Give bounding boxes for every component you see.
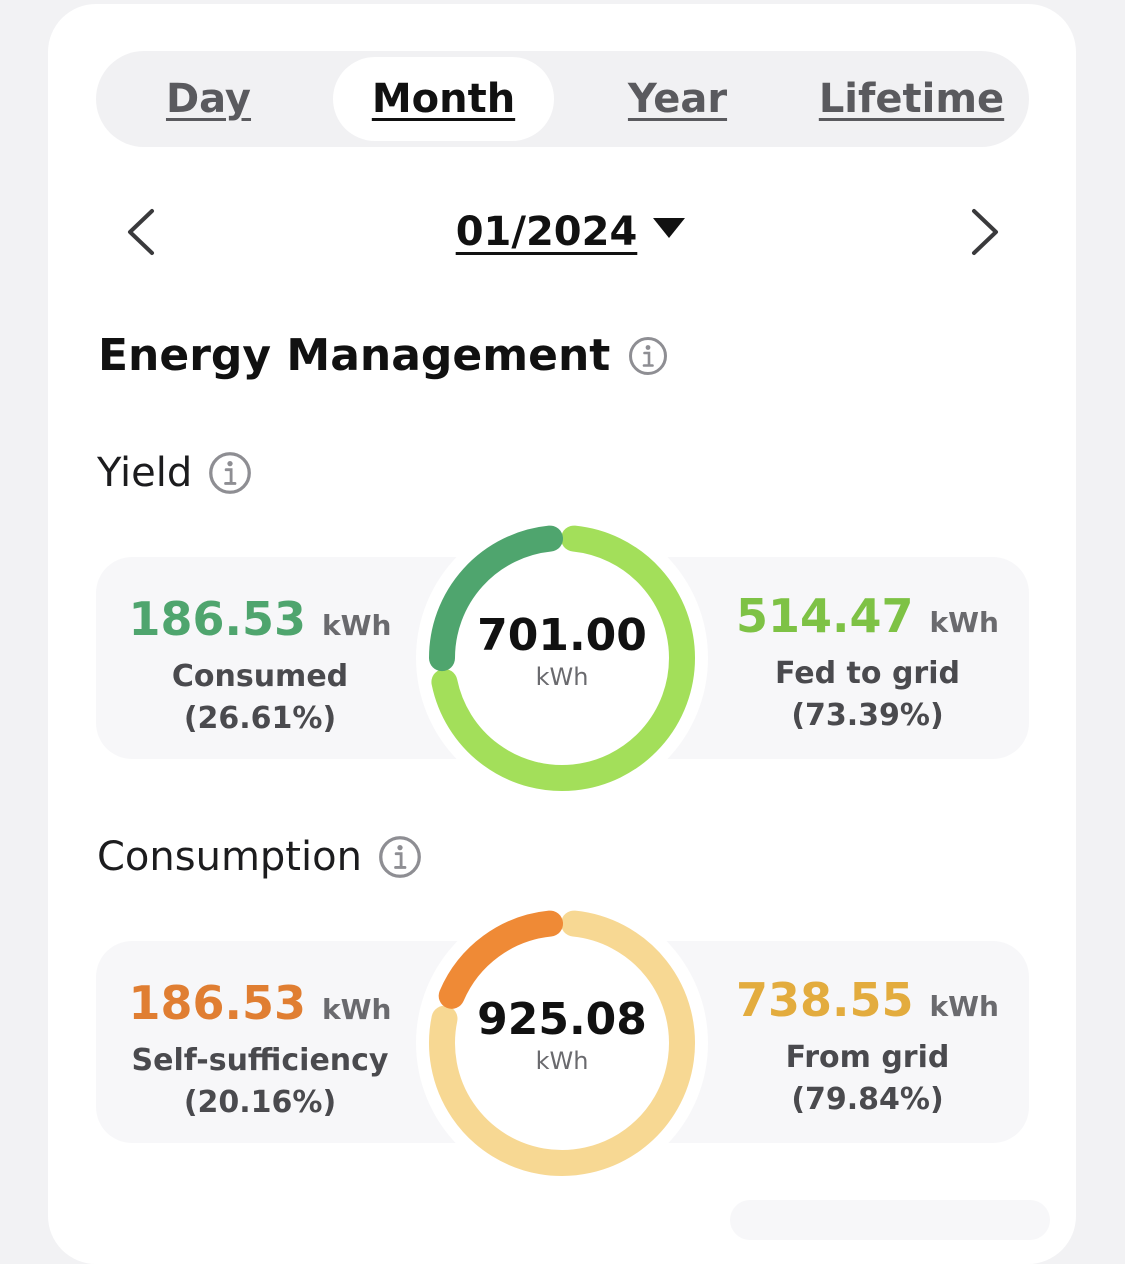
consumption-total-unit: kWh: [535, 1047, 589, 1075]
yield-fed-label: Fed to grid: [775, 656, 960, 691]
yield-fed-percent: (73.39%): [791, 698, 944, 733]
from-grid-value: 738.55: [736, 973, 914, 1027]
date-selector[interactable]: 01/2024: [456, 209, 686, 255]
caret-down-icon: [653, 218, 686, 238]
from-grid-label: From grid: [785, 1040, 950, 1075]
yield-total-unit: kWh: [535, 663, 589, 691]
yield-donut-chart: [428, 525, 695, 791]
info-icon[interactable]: [628, 336, 668, 376]
from-grid-percent: (79.84%): [791, 1082, 944, 1117]
self-sufficiency-label: Self-sufficiency: [131, 1043, 389, 1078]
self-sufficiency-unit: kWh: [322, 993, 392, 1026]
yield-consumed-percent: (26.61%): [183, 701, 337, 736]
consumption-total: 925.08 kWh: [432, 994, 692, 1075]
from-grid-stat: 738.55 kWh From grid (79.84%): [720, 973, 1015, 1121]
energy-management-heading: Energy Management: [98, 330, 668, 381]
consumption-donut-left-segment: [438, 910, 564, 1009]
chevron-right-icon[interactable]: [960, 205, 1010, 259]
yield-total: 701.00 kWh: [432, 610, 692, 691]
yield-fed-stat: 514.47 kWh Fed to grid (73.39%): [720, 589, 1015, 737]
yield-fed-unit: kWh: [929, 606, 999, 639]
yield-donut-left-segment: [428, 525, 564, 672]
consumption-donut-background: [416, 897, 708, 1189]
chevron-left-icon[interactable]: [118, 205, 168, 259]
tab-day[interactable]: Day: [165, 76, 252, 122]
yield-heading: Yield: [97, 450, 252, 496]
energy-management-title: Energy Management: [98, 330, 611, 381]
info-icon[interactable]: [378, 835, 422, 879]
info-icon[interactable]: [208, 451, 252, 495]
period-tabs: Day Month Year Lifetime: [96, 51, 1029, 147]
self-sufficiency-percent: (20.16%): [183, 1085, 337, 1120]
yield-donut-right-segment: [431, 525, 695, 791]
consumption-donut-right-segment: [429, 910, 695, 1176]
yield-consumed-stat: 186.53 kWh Consumed (26.61%): [110, 592, 410, 740]
consumption-heading: Consumption: [97, 834, 422, 880]
yield-consumed-value: 186.53: [128, 592, 307, 646]
yield-fed-value: 514.47: [736, 589, 914, 643]
consumption-total-value: 925.08: [477, 994, 647, 1045]
consumption-donut-chart: [429, 910, 695, 1176]
from-grid-unit: kWh: [929, 990, 999, 1023]
date-selector-row: 01/2024: [0, 204, 1125, 260]
yield-total-value: 701.00: [477, 610, 647, 661]
consumption-title: Consumption: [97, 834, 362, 880]
self-sufficiency-stat: 186.53 kWh Self-sufficiency (20.16%): [110, 976, 410, 1124]
self-sufficiency-value: 186.53: [128, 976, 307, 1030]
tab-year[interactable]: Year: [627, 76, 728, 122]
tab-month[interactable]: Month: [333, 57, 554, 141]
yield-consumed-unit: kWh: [322, 609, 392, 642]
yield-title: Yield: [97, 450, 193, 496]
next-panel-stub: [730, 1200, 1050, 1240]
tab-lifetime[interactable]: Lifetime: [818, 76, 1005, 122]
date-value: 01/2024: [455, 209, 638, 255]
yield-consumed-label: Consumed: [171, 659, 349, 694]
yield-donut-background: [416, 512, 708, 804]
